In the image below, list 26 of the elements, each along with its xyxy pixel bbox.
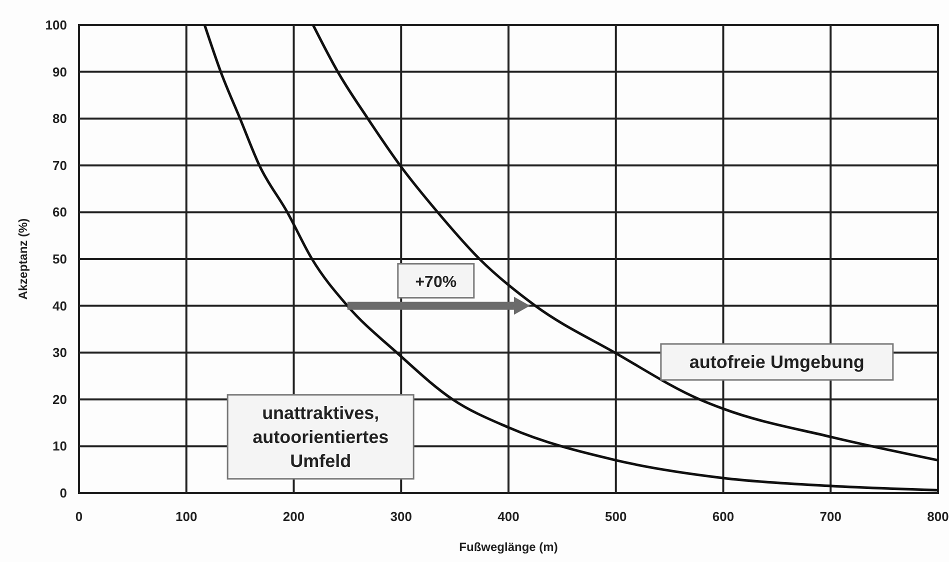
y-tick-label: 60 [52, 204, 67, 220]
y-axis-title: Akzeptanz (%) [16, 218, 30, 300]
x-tick-label: 200 [282, 509, 305, 524]
y-tick-label: 80 [52, 111, 67, 126]
x-tick-label: 800 [927, 509, 949, 524]
x-tick-label: 0 [75, 509, 83, 524]
x-tick-label: 500 [605, 509, 627, 524]
y-tick-label: 70 [52, 158, 67, 173]
x-axis-title: Fußweglänge (m) [459, 540, 558, 554]
y-tick-label: 50 [52, 252, 67, 266]
annotation: +70% [415, 274, 457, 291]
x-tick-label: 400 [498, 509, 520, 524]
x-tick-label: 600 [712, 509, 734, 524]
text: unattraktives, autoorientiertes Umfeld [252, 402, 389, 471]
y-tick-label: 90 [52, 64, 67, 80]
y-tick-label: 100 [45, 18, 67, 32]
line-series [203, 24, 940, 492]
y-tick-label: 20 [52, 392, 67, 407]
series-label: autofreie Umgebung [689, 352, 864, 372]
y-tick-label: 40 [52, 298, 67, 314]
x-tick-label: 300 [390, 509, 412, 524]
y-tick-label: 0 [60, 486, 67, 500]
y-tick-label: 30 [52, 345, 67, 360]
x-tick-label: 100 [176, 509, 198, 524]
y-tick-label: 10 [52, 438, 67, 454]
x-tick-label: 700 [820, 509, 842, 524]
